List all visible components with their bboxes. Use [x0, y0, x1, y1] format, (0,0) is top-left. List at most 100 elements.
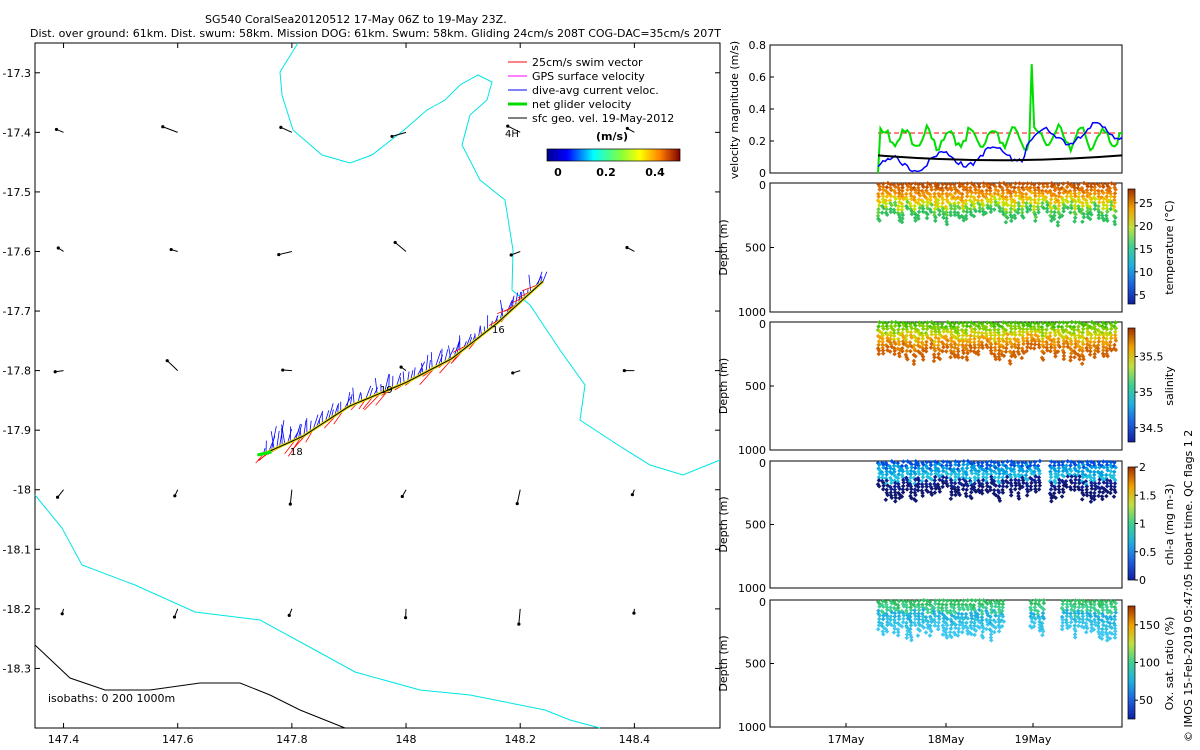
chla-sample [900, 483, 906, 489]
salinity-sample [1009, 326, 1014, 332]
salinity-sample [1040, 320, 1046, 326]
salinity-sample [920, 354, 926, 360]
oxygen-sample [953, 610, 958, 616]
salinity-sample [1092, 354, 1097, 360]
chla-sample [984, 475, 989, 480]
chla-sample [1019, 463, 1025, 469]
salinity-sample [1103, 321, 1109, 327]
oxygen-sample [1089, 619, 1094, 625]
salinity-sample [936, 327, 942, 332]
temperature-sample [976, 194, 982, 199]
oxygen-sample [896, 605, 901, 611]
salinity-sample [1043, 331, 1049, 336]
salinity-sample [1045, 323, 1050, 328]
oxygen-sample [1077, 619, 1082, 625]
oxygen-sample [935, 623, 941, 629]
salinity-y-tick-label: 0 [759, 318, 766, 331]
chla-sample [1103, 472, 1109, 478]
oxygen-sample [1076, 598, 1082, 604]
chla-sample [1021, 480, 1026, 486]
salinity-sample [1052, 332, 1058, 338]
chla-sample [1004, 465, 1010, 471]
salinity-sample [1055, 349, 1061, 354]
oxygen-colorbar [1127, 605, 1136, 720]
salinity-sample [1048, 349, 1053, 354]
salinity-sample [1080, 342, 1086, 347]
oxygen-sample [993, 613, 998, 618]
current-vector [303, 420, 307, 436]
current-vector [374, 377, 378, 395]
salinity-sample [1013, 320, 1018, 325]
chla-sample [1064, 463, 1069, 468]
oxygen-sample [965, 616, 971, 621]
chla-sample [924, 459, 930, 465]
oxygen-sample [969, 597, 975, 603]
chla-sample [1089, 465, 1095, 470]
chla-sample [1057, 480, 1062, 486]
oxygen-sample [957, 622, 962, 628]
temperature-sample [1020, 207, 1025, 212]
temperature-sample [1088, 181, 1094, 187]
salinity-sample [1033, 329, 1038, 334]
temperature-sample [1036, 197, 1042, 202]
chla-sample [1025, 483, 1030, 489]
chla-sample [1072, 487, 1077, 493]
oxygen-sample [948, 626, 954, 631]
salinity-sample [968, 348, 974, 354]
chla-sample [1008, 493, 1014, 498]
salinity-sample [908, 329, 914, 335]
chla-sample [908, 490, 914, 495]
oxygen-sample [1060, 623, 1065, 629]
chla-sample [953, 462, 958, 467]
oxygen-sample [1100, 607, 1106, 613]
salinity-sample [908, 321, 913, 326]
scale-title: (m/s) [596, 130, 628, 143]
temperature-sample [1040, 181, 1046, 187]
salinity-sample [1013, 332, 1018, 338]
chla-sample [977, 483, 982, 489]
chla-sample [1049, 499, 1054, 504]
chla-sample [1004, 484, 1010, 489]
chla-sample [1101, 480, 1107, 485]
salinity-sample [1076, 339, 1081, 344]
temperature-sample [1028, 203, 1033, 209]
salinity-sample [956, 333, 961, 338]
velocity-y-tick-label: 0.2 [749, 135, 767, 148]
oxygen-sample [908, 611, 913, 616]
salinity-sample [1037, 345, 1042, 350]
oxygen-sample [1080, 602, 1085, 607]
salinity-sample [1095, 343, 1101, 348]
chla-sample [964, 487, 969, 493]
oxygen-sample [979, 615, 985, 620]
chla-sample [988, 463, 993, 468]
chla-sample [877, 462, 882, 468]
salinity-sample [911, 343, 917, 348]
salinity-sample [888, 336, 893, 342]
salinity-sample [900, 349, 905, 354]
chla-sample [1056, 460, 1061, 465]
geo-vel-arrow [166, 360, 179, 371]
chla-sample [1016, 490, 1021, 496]
oxygen-sample [1072, 610, 1078, 616]
temperature-sample [1045, 184, 1050, 189]
temperature-sample [965, 181, 970, 186]
temperature-sample [964, 193, 970, 199]
salinity-sample [956, 355, 961, 360]
salinity-sample [908, 348, 913, 354]
temperature-sample [913, 181, 918, 186]
temperature-sample [973, 190, 978, 195]
oxygen-sample [1113, 607, 1118, 612]
salinity-sample [880, 333, 886, 338]
chla-sample [901, 459, 906, 464]
salinity-sample [1084, 348, 1090, 353]
salinity-sample [976, 330, 981, 335]
temperature-sample [1096, 203, 1101, 209]
isobath-line [34, 644, 346, 729]
geo-vel-point [169, 247, 173, 252]
current-vector [434, 350, 442, 368]
velocity-ylabel: velocity magnitude (m/s) [728, 41, 741, 179]
chla-sample [1056, 462, 1062, 468]
temperature-colorbar-tick-label: 15 [1139, 243, 1153, 256]
geo-vel-arrow [278, 250, 292, 256]
oxygen-y-tick-label: 0 [759, 596, 766, 609]
